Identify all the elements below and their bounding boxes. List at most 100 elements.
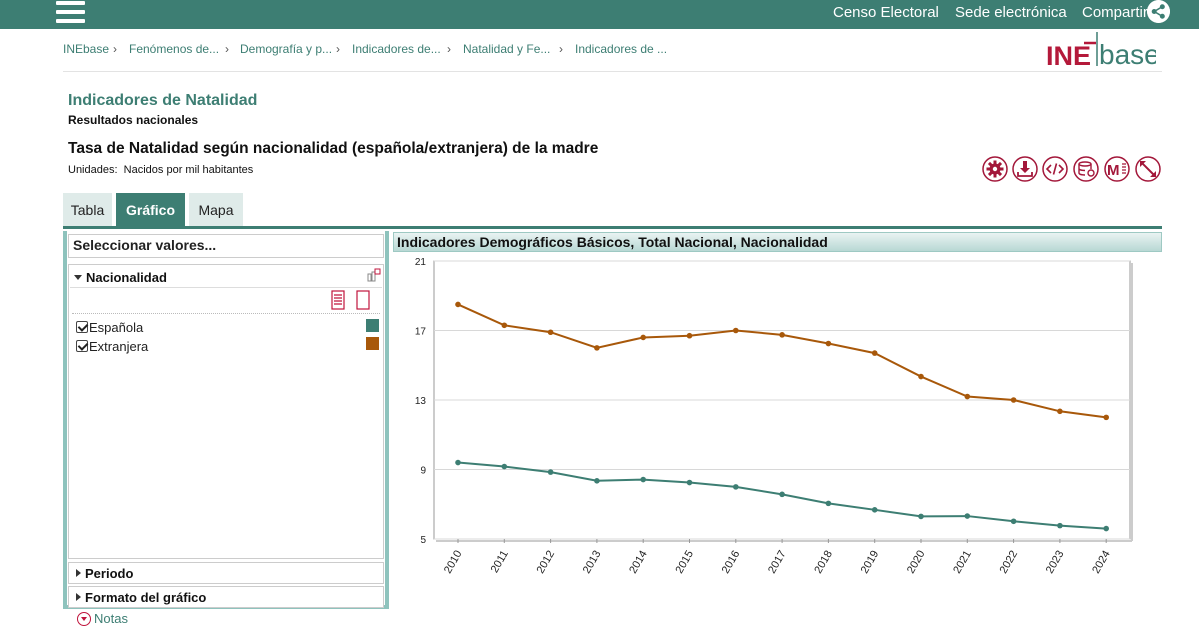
section-divider bbox=[70, 287, 382, 288]
x-tick-label: 2024 bbox=[1090, 549, 1113, 576]
formato-header[interactable]: Formato del gráfico bbox=[76, 590, 206, 605]
units-line: Unidades: Nacidos por mil habitantes bbox=[68, 164, 253, 176]
page-title: Indicadores de Natalidad bbox=[68, 92, 258, 109]
units-label: Unidades: bbox=[68, 164, 118, 176]
data-point[interactable] bbox=[501, 463, 508, 470]
nacionalidad-header[interactable]: Nacionalidad bbox=[74, 270, 167, 285]
extranjera-label: Extranjera bbox=[89, 339, 149, 354]
formato-section[interactable] bbox=[68, 586, 384, 608]
data-point[interactable] bbox=[455, 459, 461, 466]
data-point[interactable] bbox=[1103, 525, 1109, 532]
data-point[interactable] bbox=[640, 476, 646, 483]
code-icon[interactable] bbox=[1042, 156, 1068, 182]
breadcrumb-item-demografia[interactable]: Demografía y p... bbox=[240, 42, 333, 56]
breadcrumb-separator-icon: › bbox=[225, 42, 229, 56]
data-point[interactable] bbox=[686, 479, 693, 486]
inebase-logo[interactable]: INE base bbox=[1044, 32, 1156, 68]
periodo-section[interactable] bbox=[68, 562, 384, 584]
data-point[interactable] bbox=[686, 332, 693, 339]
x-tick-label: 2020 bbox=[905, 549, 928, 576]
data-point[interactable] bbox=[918, 373, 924, 380]
tab-underline bbox=[63, 226, 1162, 229]
breadcrumb-item-indicadores[interactable]: Indicadores de... bbox=[352, 42, 441, 56]
notas-link[interactable]: Notas bbox=[77, 611, 128, 626]
units-value: Nacidos por mil habitantes bbox=[123, 164, 254, 176]
hierarchy-icon[interactable] bbox=[367, 268, 381, 282]
data-point[interactable] bbox=[501, 322, 508, 329]
data-point[interactable] bbox=[825, 500, 832, 507]
expand-icon[interactable] bbox=[1135, 156, 1161, 182]
x-tick-label: 2023 bbox=[1044, 549, 1067, 576]
breadcrumb-item-indicadores-natalidad[interactable]: Indicadores de ... bbox=[575, 42, 668, 56]
select-all-icon[interactable] bbox=[331, 290, 345, 310]
breadcrumb-item-inebase[interactable]: INEbase bbox=[63, 42, 110, 56]
share-icon[interactable] bbox=[1147, 0, 1170, 23]
espanola-color-swatch[interactable] bbox=[366, 319, 379, 332]
checkbox-extranjera[interactable]: Extranjera bbox=[76, 339, 148, 354]
data-point[interactable] bbox=[779, 332, 785, 338]
periodo-header[interactable]: Periodo bbox=[76, 566, 133, 581]
mobile-icon[interactable]: M bbox=[1104, 156, 1130, 182]
breadcrumb-separator-icon: › bbox=[559, 42, 563, 56]
sede-electronica-link[interactable]: Sede electrónica bbox=[955, 4, 1067, 21]
x-tick-label: 2010 bbox=[442, 549, 465, 576]
data-point[interactable] bbox=[733, 484, 739, 490]
x-tick-label: 2021 bbox=[951, 549, 974, 576]
data-point[interactable] bbox=[871, 507, 878, 513]
data-point[interactable] bbox=[1103, 414, 1109, 421]
data-point[interactable] bbox=[1057, 408, 1063, 415]
tab-mapa[interactable]: Mapa bbox=[189, 193, 243, 226]
checkbox-checked-icon[interactable] bbox=[76, 321, 88, 333]
x-tick-label: 2022 bbox=[998, 549, 1021, 576]
y-tick-label: 17 bbox=[415, 327, 427, 338]
logo-text-base: base bbox=[1099, 39, 1156, 68]
data-point[interactable] bbox=[594, 345, 600, 351]
data-point[interactable] bbox=[733, 327, 739, 334]
data-point[interactable] bbox=[871, 350, 878, 356]
censo-electoral-link[interactable]: Censo Electoral bbox=[833, 4, 939, 21]
data-point[interactable] bbox=[1010, 397, 1017, 403]
data-point[interactable] bbox=[640, 334, 646, 341]
nacionalidad-label: Nacionalidad bbox=[86, 270, 167, 285]
svg-text:M: M bbox=[1107, 162, 1120, 179]
y-tick-label: 13 bbox=[415, 396, 427, 407]
checkbox-checked-icon[interactable] bbox=[76, 340, 88, 352]
compartir-link[interactable]: Compartir bbox=[1082, 4, 1148, 21]
breadcrumb-item-fenomenos[interactable]: Fenómenos de... bbox=[129, 42, 220, 56]
data-point[interactable] bbox=[918, 513, 924, 520]
notas-label: Notas bbox=[94, 611, 128, 626]
formato-label: Formato del gráfico bbox=[85, 590, 207, 605]
data-point[interactable] bbox=[1010, 518, 1017, 525]
data-point[interactable] bbox=[825, 340, 832, 347]
chart-title: Indicadores Demográficos Básicos, Total … bbox=[393, 232, 1162, 252]
checkbox-espanola[interactable]: Española bbox=[76, 320, 143, 335]
data-point[interactable] bbox=[547, 469, 554, 475]
espanola-label: Española bbox=[89, 320, 144, 335]
breadcrumb-separator-icon: › bbox=[113, 42, 117, 56]
breadcrumb-separator-icon: › bbox=[336, 42, 340, 56]
data-point[interactable] bbox=[964, 513, 971, 519]
data-point[interactable] bbox=[594, 477, 600, 484]
breadcrumb-item-natalidad[interactable]: Natalidad y Fe... bbox=[463, 42, 551, 56]
x-tick-label: 2015 bbox=[673, 549, 696, 576]
data-point[interactable] bbox=[455, 301, 461, 308]
x-tick-label: 2016 bbox=[720, 549, 743, 576]
data-point[interactable] bbox=[964, 393, 971, 400]
deselect-all-icon[interactable] bbox=[356, 290, 370, 310]
download-icon[interactable] bbox=[1012, 156, 1038, 182]
caret-right-icon bbox=[76, 569, 81, 578]
extranjera-color-swatch[interactable] bbox=[366, 337, 379, 350]
data-point[interactable] bbox=[1057, 522, 1063, 529]
x-tick-label: 2013 bbox=[581, 549, 604, 576]
breadcrumb-separator-icon: › bbox=[447, 42, 451, 56]
tab-tabla[interactable]: Tabla bbox=[63, 193, 112, 226]
gear-icon[interactable] bbox=[982, 156, 1008, 182]
y-tick-label: 21 bbox=[415, 257, 427, 268]
tab-grafico[interactable]: Gráfico bbox=[116, 193, 185, 226]
selection-panel-header: Seleccionar valores... bbox=[68, 234, 384, 258]
database-icon[interactable] bbox=[1073, 156, 1099, 182]
menu-icon[interactable] bbox=[56, 1, 86, 25]
data-point[interactable] bbox=[779, 491, 785, 498]
top-bar: Censo Electoral Sede electrónica Compart… bbox=[0, 0, 1199, 29]
data-point[interactable] bbox=[547, 329, 554, 336]
